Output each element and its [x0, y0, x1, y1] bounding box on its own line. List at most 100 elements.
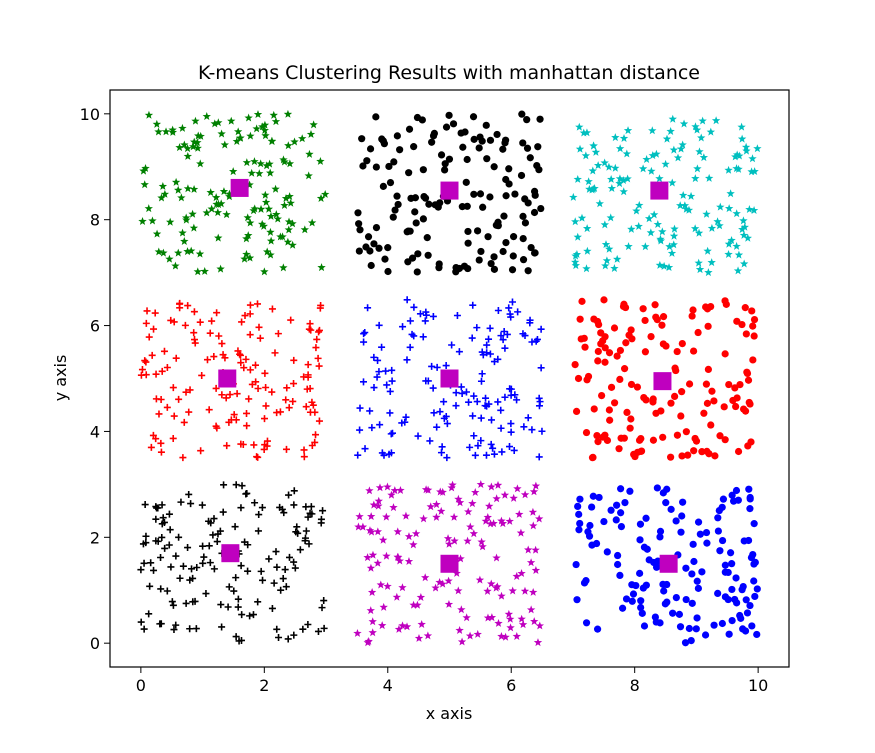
- data-point: [500, 212, 508, 220]
- data-point: [401, 418, 409, 426]
- data-point: [582, 428, 591, 437]
- data-point: [210, 119, 219, 128]
- data-point: [440, 398, 448, 406]
- data-point: [716, 547, 724, 555]
- data-point: [530, 208, 539, 217]
- data-point: [366, 606, 375, 615]
- data-point: [636, 569, 644, 577]
- data-point: [180, 418, 188, 426]
- data-point: [238, 482, 246, 490]
- data-point: [212, 384, 220, 392]
- data-point: [574, 374, 583, 383]
- data-point: [725, 380, 733, 389]
- data-point: [245, 253, 255, 262]
- data-point: [364, 304, 372, 312]
- data-point: [507, 428, 515, 436]
- data-point: [290, 631, 298, 639]
- data-point: [518, 620, 528, 629]
- data-point: [181, 321, 189, 329]
- data-point: [592, 539, 601, 548]
- data-point: [289, 397, 297, 405]
- data-point: [619, 134, 629, 142]
- data-point: [421, 573, 430, 582]
- data-point: [673, 431, 682, 439]
- data-point: [154, 504, 162, 512]
- data-point: [243, 489, 251, 497]
- data-point: [284, 217, 294, 226]
- data-point: [693, 577, 701, 585]
- data-point: [457, 383, 465, 391]
- data-point: [141, 357, 149, 365]
- data-point: [673, 153, 683, 162]
- data-point: [485, 400, 493, 408]
- data-point: [286, 198, 295, 207]
- data-point: [387, 430, 395, 438]
- data-point: [490, 265, 499, 273]
- data-point: [695, 265, 705, 274]
- data-point: [152, 395, 160, 403]
- data-point: [707, 223, 717, 232]
- data-point: [497, 332, 505, 340]
- data-point: [260, 267, 269, 276]
- data-point: [604, 162, 614, 171]
- data-point: [375, 321, 383, 329]
- data-point: [265, 555, 273, 563]
- data-point: [300, 453, 308, 461]
- data-point: [708, 387, 716, 395]
- x-tick-label: 8: [630, 676, 640, 695]
- data-point: [363, 553, 372, 562]
- y-axis-ticks: 0 2 4 6 8 10: [80, 105, 110, 653]
- data-point: [641, 316, 649, 325]
- data-point: [533, 638, 543, 647]
- data-point: [520, 490, 530, 499]
- data-point: [483, 512, 492, 521]
- cluster-8: [353, 480, 544, 647]
- data-point: [161, 127, 171, 136]
- data-point: [281, 194, 291, 203]
- data-point: [537, 325, 545, 333]
- data-point: [243, 409, 251, 417]
- data-point: [429, 384, 437, 392]
- data-point: [168, 598, 176, 606]
- data-point: [745, 398, 753, 407]
- data-point: [753, 585, 761, 593]
- data-point: [282, 445, 290, 453]
- data-point: [403, 296, 411, 304]
- data-point: [422, 308, 430, 316]
- y-tick-label: 0: [90, 634, 100, 653]
- data-point: [261, 415, 269, 423]
- data-point: [270, 579, 278, 587]
- data-point: [463, 155, 471, 164]
- data-point: [421, 317, 429, 325]
- data-point: [513, 396, 521, 404]
- data-point: [667, 453, 675, 461]
- data-point: [470, 432, 478, 440]
- data-point: [640, 393, 648, 402]
- data-point: [655, 174, 664, 183]
- data-point: [393, 192, 401, 200]
- data-point: [279, 155, 288, 164]
- data-point: [652, 149, 661, 158]
- data-point: [571, 257, 580, 266]
- data-point: [493, 582, 502, 591]
- data-point: [627, 415, 635, 423]
- data-point: [196, 318, 204, 326]
- data-point: [443, 534, 453, 543]
- data-point: [419, 215, 427, 223]
- data-point: [588, 503, 596, 511]
- data-point: [245, 395, 253, 403]
- data-point: [182, 599, 190, 607]
- data-point: [140, 180, 149, 189]
- data-point: [625, 331, 633, 339]
- data-point: [742, 146, 751, 155]
- data-point: [601, 358, 609, 366]
- data-point: [703, 539, 711, 547]
- data-point: [302, 403, 310, 411]
- data-point: [686, 191, 696, 200]
- data-point: [147, 443, 155, 451]
- centroid-marker: [218, 369, 237, 388]
- data-point: [524, 267, 532, 275]
- data-point: [197, 447, 205, 455]
- data-point: [389, 213, 397, 221]
- data-point: [589, 141, 598, 150]
